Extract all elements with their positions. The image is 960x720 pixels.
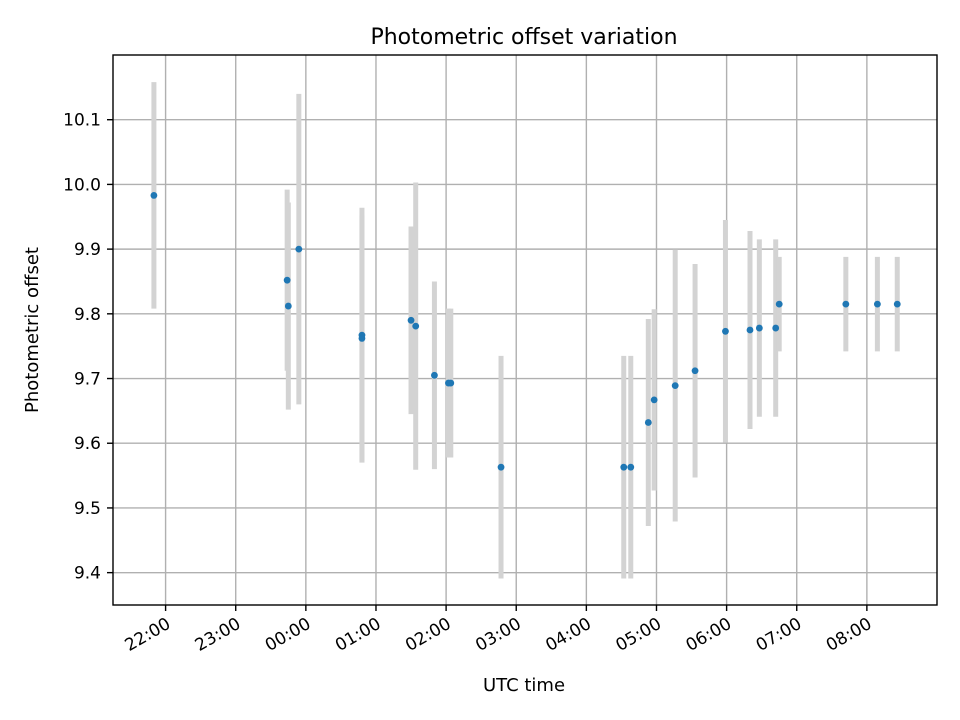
data-point bbox=[412, 322, 420, 330]
data-point bbox=[755, 324, 763, 332]
y-tick-label: 10.1 bbox=[63, 111, 101, 131]
data-point bbox=[150, 192, 158, 199]
data-point bbox=[644, 419, 652, 426]
plot-frame bbox=[112, 54, 938, 606]
x-axis: 22:00 23:00 00:00 01:00 02:00 03:00 04:00 05:00… bbox=[122, 605, 875, 656]
data-point bbox=[722, 327, 729, 335]
x-tick-label: 23:00 bbox=[192, 614, 244, 656]
y-tick-label: 10.0 bbox=[63, 175, 101, 195]
y-tick-label: 9.5 bbox=[74, 499, 101, 519]
x-tick-label: 07:00 bbox=[753, 614, 805, 656]
data-point bbox=[893, 300, 901, 308]
data-point bbox=[358, 335, 366, 342]
x-tick-label: 08:00 bbox=[823, 614, 875, 656]
data-point bbox=[284, 302, 292, 310]
data-point bbox=[295, 245, 303, 253]
x-tick-label: 00:00 bbox=[262, 614, 314, 656]
data-point bbox=[842, 300, 850, 308]
data-point bbox=[447, 379, 455, 387]
y-tick-label: 9.6 bbox=[74, 434, 101, 454]
data-point bbox=[650, 396, 658, 404]
y-tick-label: 9.9 bbox=[74, 240, 101, 260]
y-tick-label: 9.8 bbox=[74, 305, 101, 325]
grid bbox=[113, 55, 937, 605]
x-tick-label: 03:00 bbox=[472, 614, 524, 656]
data-point bbox=[691, 367, 699, 375]
data-point bbox=[873, 300, 881, 308]
x-axis-label: UTC time bbox=[483, 675, 565, 696]
y-tick-label: 9.4 bbox=[74, 564, 101, 584]
x-tick-label: 22:00 bbox=[122, 614, 174, 656]
data-point bbox=[431, 371, 438, 379]
data-point bbox=[283, 276, 291, 284]
data-point bbox=[671, 382, 679, 390]
data-points bbox=[150, 192, 901, 471]
y-tick-label: 9.7 bbox=[74, 370, 101, 390]
error-bars bbox=[151, 82, 900, 579]
x-tick-label: 04:00 bbox=[542, 614, 594, 656]
data-point bbox=[746, 326, 754, 334]
y-axis-label: Photometric offset bbox=[22, 247, 43, 413]
data-point bbox=[775, 300, 783, 308]
y-axis: 9.4 9.5 9.6 9.7 9.8 9.9 10.0 10.1 bbox=[63, 111, 113, 584]
x-tick-label: 05:00 bbox=[613, 614, 665, 656]
data-point bbox=[772, 324, 780, 332]
data-point bbox=[627, 463, 635, 471]
x-tick-label: 02:00 bbox=[402, 614, 454, 656]
chart-title: Photometric offset variation bbox=[370, 25, 677, 50]
data-point bbox=[407, 316, 415, 324]
data-point bbox=[497, 463, 505, 471]
data-point bbox=[620, 463, 628, 471]
x-tick-label: 01:00 bbox=[332, 614, 384, 656]
x-tick-label: 06:00 bbox=[683, 614, 735, 656]
